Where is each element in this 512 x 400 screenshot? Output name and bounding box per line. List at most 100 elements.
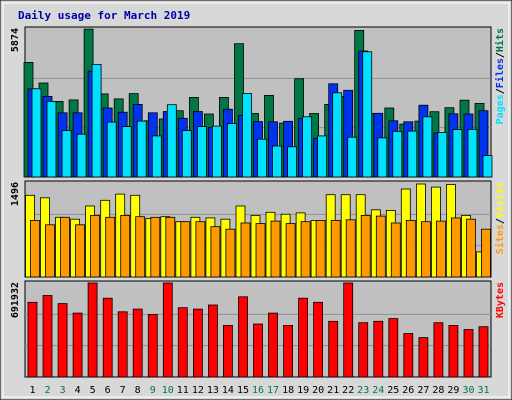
bar-kbytes-day-30 — [463, 329, 474, 378]
day-label: 3 — [60, 385, 66, 396]
bar-sites-day-22 — [345, 219, 356, 278]
series-group — [25, 183, 491, 278]
bar-kbytes-day-24 — [373, 320, 384, 378]
bar-pages-day-9 — [151, 135, 162, 178]
bar-pages-day-5 — [91, 64, 102, 178]
bar-pages-day-11 — [181, 130, 192, 178]
bar-sites-day-8 — [135, 216, 146, 278]
bar-sites-day-24 — [375, 215, 386, 278]
series-pages — [31, 51, 493, 178]
bar-kbytes-day-13 — [207, 304, 218, 378]
day-label: 5 — [90, 385, 96, 396]
day-label: 31 — [477, 385, 489, 396]
bar-sites-day-30 — [466, 218, 476, 278]
bar-kbytes-day-22 — [343, 282, 354, 378]
day-label: 18 — [282, 385, 294, 396]
bar-pages-day-13 — [211, 125, 222, 178]
bar-sites-day-2 — [45, 224, 55, 278]
day-label: 1 — [29, 385, 35, 396]
bar-pages-day-17 — [272, 145, 282, 178]
bar-pages-day-20 — [317, 135, 328, 178]
bar-sites-day-27 — [420, 221, 431, 278]
chart-panels: 5874Pages/Files/Hits1496Sites/Visits6919… — [10, 26, 506, 378]
bar-pages-day-7 — [121, 126, 132, 178]
day-label: 27 — [417, 385, 429, 396]
bar-sites-day-29 — [450, 217, 461, 278]
bar-sites-day-17 — [270, 220, 281, 278]
bar-pages-day-3 — [61, 130, 72, 178]
day-label: 22 — [342, 385, 354, 396]
bar-sites-day-19 — [300, 221, 311, 278]
bar-sites-day-25 — [390, 222, 401, 278]
bar-sites-day-18 — [285, 223, 296, 278]
bar-kbytes-day-14 — [222, 324, 233, 378]
day-label: 11 — [177, 385, 189, 396]
bar-kbytes-day-6 — [102, 297, 113, 378]
bar-sites-day-10 — [165, 216, 176, 278]
bar-kbytes-day-7 — [117, 311, 128, 378]
bar-kbytes-day-9 — [147, 314, 158, 378]
panel-kbytes: 691932 KBytes — [10, 280, 506, 378]
day-label: 29 — [447, 385, 459, 396]
day-label: 25 — [387, 385, 399, 396]
bar-pages-day-4 — [76, 133, 87, 178]
bar-sites-day-9 — [150, 216, 161, 278]
day-label: 9 — [150, 385, 156, 396]
bar-kbytes-day-11 — [177, 307, 188, 378]
day-label: 13 — [207, 385, 219, 396]
bar-kbytes-day-10 — [162, 282, 173, 378]
bar-pages-day-23 — [362, 51, 373, 178]
bar-pages-day-29 — [452, 129, 463, 178]
panel-visits-sites: 1496 Sites/Visits — [10, 180, 506, 278]
bar-sites-day-28 — [435, 220, 446, 278]
bar-pages-day-15 — [242, 93, 252, 178]
bar-pages-day-1 — [31, 88, 42, 178]
bar-pages-day-8 — [136, 120, 147, 178]
bar-sites-day-4 — [75, 224, 85, 278]
bar-kbytes-day-18 — [283, 324, 294, 378]
panel-max-label: 691932 — [10, 282, 21, 318]
bar-kbytes-day-8 — [132, 308, 143, 378]
panel-side-legend: Sites/Visits — [494, 182, 506, 254]
bar-pages-day-14 — [226, 123, 237, 178]
bar-kbytes-day-26 — [403, 333, 414, 378]
bar-pages-day-6 — [106, 121, 117, 178]
day-label: 10 — [162, 385, 174, 396]
bar-pages-day-31 — [482, 155, 493, 178]
day-label: 15 — [237, 385, 249, 396]
legend-entry: KBytes — [495, 282, 506, 318]
bar-pages-day-28 — [437, 131, 448, 178]
bar-sites-day-6 — [105, 216, 116, 278]
bar-kbytes-day-29 — [448, 324, 459, 378]
bar-sites-day-5 — [90, 214, 100, 278]
day-label: 17 — [267, 385, 279, 396]
day-label: 6 — [105, 385, 111, 396]
day-label: 19 — [297, 385, 309, 396]
day-labels: 1 2 3 4 5 6 7 8 9 10 11 12 13 14 15 16 17 18 19 20 21 22 23 24 2… — [29, 385, 489, 396]
day-label: 12 — [192, 385, 204, 396]
bar-sites-day-16 — [255, 223, 266, 278]
bar-kbytes-day-17 — [268, 312, 278, 378]
day-label: 28 — [432, 385, 444, 396]
series-kbytes — [27, 282, 489, 378]
bar-sites-day-21 — [330, 219, 341, 278]
bar-pages-day-16 — [257, 138, 267, 178]
bar-sites-day-3 — [60, 216, 70, 278]
bar-kbytes-day-31 — [478, 326, 489, 378]
bar-kbytes-day-5 — [87, 282, 98, 378]
chart-title: Daily usage for March 2019 — [18, 9, 190, 22]
bar-kbytes-day-1 — [27, 301, 38, 378]
bar-kbytes-day-16 — [253, 323, 263, 378]
legend-entry: Pages — [495, 94, 506, 124]
day-label: 24 — [372, 385, 384, 396]
day-label: 14 — [222, 385, 234, 396]
day-label: 21 — [327, 385, 339, 396]
series-sites — [30, 214, 491, 278]
series-visits — [25, 183, 486, 278]
day-label: 23 — [357, 385, 369, 396]
legend-entry: Visits — [494, 182, 506, 218]
bar-sites-day-7 — [120, 214, 131, 278]
bar-sites-day-13 — [210, 226, 221, 278]
